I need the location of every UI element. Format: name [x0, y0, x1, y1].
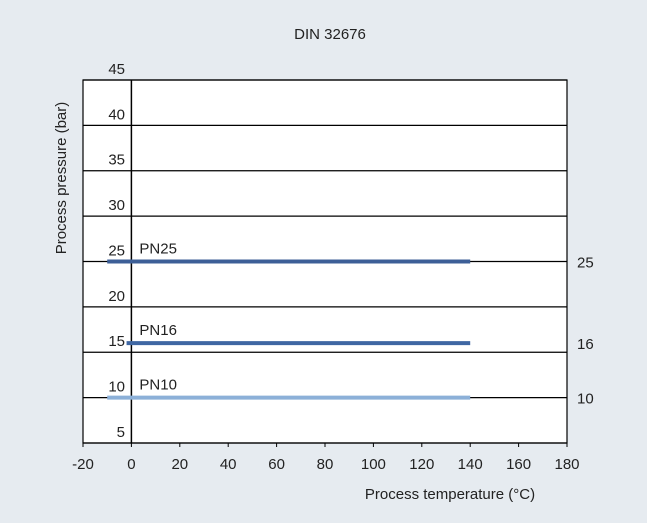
y-tick-label: 20 — [108, 288, 125, 305]
y-tick-label: 45 — [108, 61, 125, 78]
chart-title: DIN 32676 — [294, 26, 366, 43]
series-name: PN16 — [139, 322, 177, 339]
series-name: PN10 — [139, 377, 177, 394]
y-tick-label: 40 — [108, 106, 125, 123]
y-tick-label: 30 — [108, 197, 125, 214]
y-tick-label: 10 — [108, 379, 125, 396]
y-tick-label: 15 — [108, 333, 125, 350]
x-tick-label: 20 — [171, 456, 188, 473]
value-label: 16 — [577, 336, 594, 353]
x-tick-label: 120 — [409, 456, 434, 473]
y-tick-label: 5 — [117, 424, 125, 441]
x-tick-label: 140 — [458, 456, 483, 473]
x-axis-label: Process temperature (°C) — [365, 486, 535, 503]
value-label: 25 — [577, 254, 594, 271]
x-tick-label: 180 — [554, 456, 579, 473]
x-tick-label: 0 — [127, 456, 135, 473]
x-tick-label: -20 — [72, 456, 94, 473]
value-label: 10 — [577, 391, 594, 408]
series-name: PN25 — [139, 240, 177, 257]
x-tick-label: 40 — [220, 456, 237, 473]
x-tick-label: 60 — [268, 456, 285, 473]
y-tick-label: 35 — [108, 152, 125, 169]
y-tick-label: 25 — [108, 242, 125, 259]
x-tick-label: 160 — [506, 456, 531, 473]
x-tick-label: 80 — [317, 456, 334, 473]
y-axis-label: Process pressure (bar) — [53, 102, 70, 255]
x-tick-label: 100 — [361, 456, 386, 473]
